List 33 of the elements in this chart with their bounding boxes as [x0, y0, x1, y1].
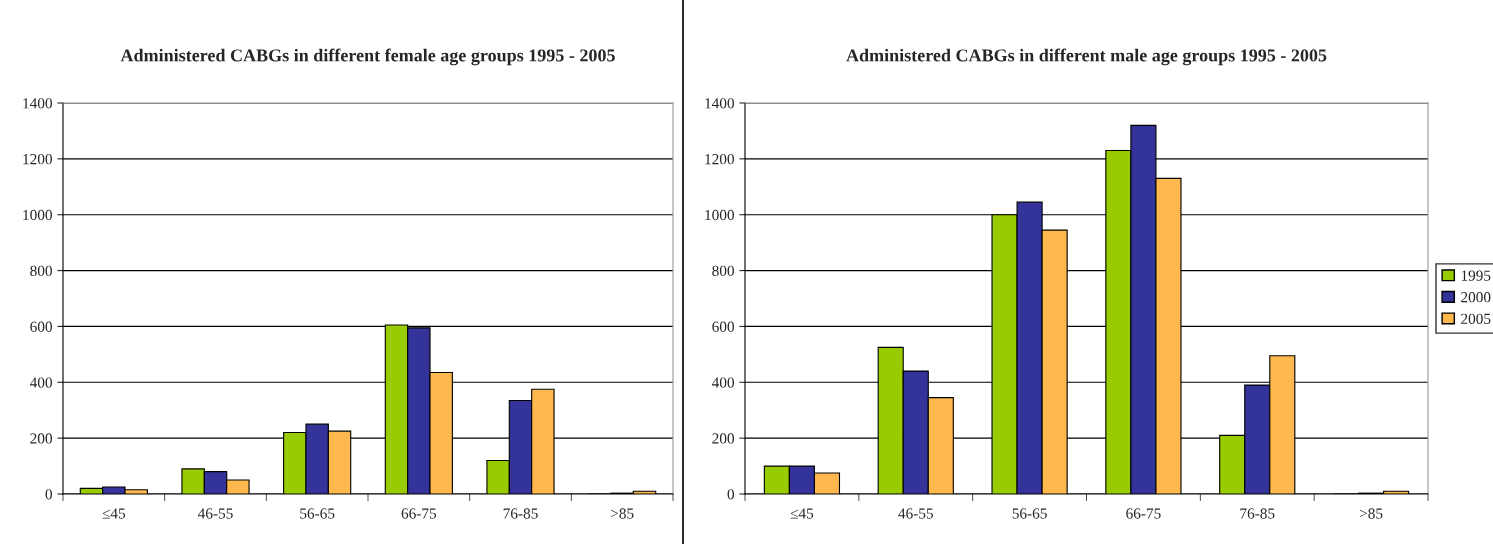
y-tick-label: 200	[712, 433, 734, 444]
y-tick-label: 0	[45, 489, 52, 500]
y-tick-label: 200	[30, 433, 52, 444]
x-tick-label: >85	[1359, 508, 1383, 519]
y-tick-label: 600	[712, 321, 734, 332]
y-tick-label: 1000	[23, 209, 52, 221]
y-tick-label: 1200	[23, 154, 52, 165]
y-tick-label: 400	[711, 377, 734, 388]
x-tick-label: ≤45	[790, 508, 814, 519]
x-tick-label: 46-55	[197, 508, 233, 519]
x-tick-label: 66-75	[1126, 508, 1161, 519]
y-tick-label: 1000	[705, 209, 734, 221]
y-tick-label: 1400	[705, 98, 734, 109]
y-tick-label: 1400	[23, 98, 52, 109]
y-tick-label: 0	[727, 489, 734, 500]
chart-title: Administered CABGs in different female age groups 1995 - 2005	[120, 48, 615, 66]
y-tick-label: 800	[712, 265, 734, 277]
y-tick-label: 1200	[705, 154, 734, 165]
x-tick-label: 56-65	[1012, 508, 1047, 519]
x-tick-label: 66-75	[401, 508, 437, 519]
x-tick-label: >85	[611, 508, 634, 519]
x-tick-label: 76-85	[1240, 508, 1275, 519]
y-tick-label: 800	[30, 265, 52, 277]
x-tick-label: 76-85	[503, 508, 538, 519]
x-tick-label: 46-55	[898, 508, 933, 519]
y-tick-label: 600	[30, 321, 52, 332]
x-tick-label: ≤45	[102, 508, 126, 519]
chart-title: Administered CABGs in different male age groups 1995 - 2005	[846, 48, 1327, 66]
legend-label: 2000	[1461, 292, 1491, 303]
legend-label: 1995	[1461, 270, 1491, 281]
legend-label: 2005	[1461, 313, 1491, 324]
x-tick-label: 56-65	[300, 508, 335, 519]
y-tick-label: 400	[29, 377, 52, 388]
